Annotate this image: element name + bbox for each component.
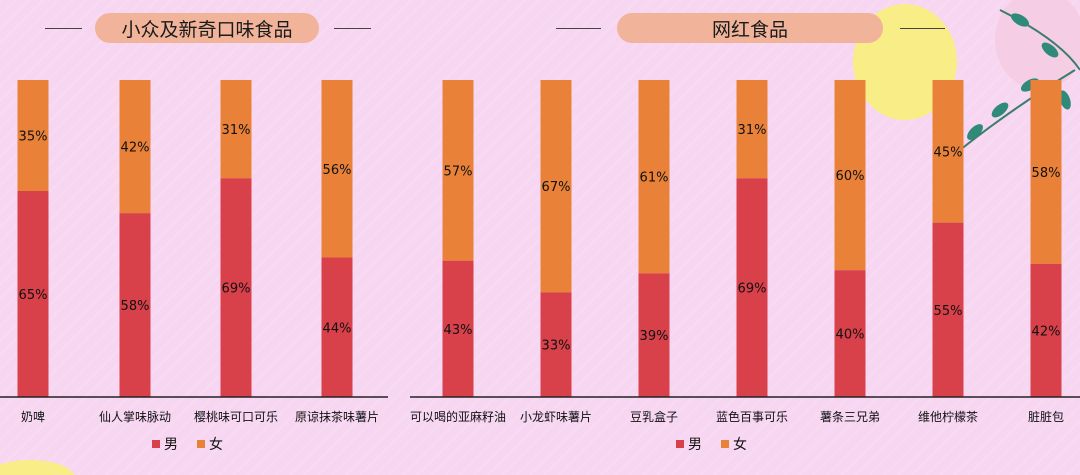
leaf-icon bbox=[1010, 13, 1030, 27]
data-label-female: 60% bbox=[836, 169, 865, 184]
bar-male bbox=[220, 178, 252, 397]
bar-female bbox=[119, 80, 151, 214]
data-label-male: 39% bbox=[640, 329, 669, 344]
legend-swatch-female bbox=[197, 440, 205, 448]
bar-female bbox=[736, 80, 768, 179]
data-label-female: 35% bbox=[19, 129, 48, 144]
data-label-female: 58% bbox=[1032, 166, 1061, 181]
data-label-male: 42% bbox=[1032, 324, 1061, 339]
x-tick-label: 豆乳盒子 bbox=[630, 409, 678, 424]
bar-female bbox=[540, 80, 572, 293]
bar-male bbox=[1030, 263, 1062, 397]
x-tick-label: 维他柠檬茶 bbox=[918, 409, 978, 424]
x-tick-label: 原谅抹茶味薯片 bbox=[295, 409, 379, 424]
x-tick-label: 仙人掌味脉动 bbox=[99, 409, 171, 424]
legend-label-female: 女 bbox=[209, 436, 223, 453]
data-label-female: 56% bbox=[323, 163, 352, 178]
bar-female bbox=[638, 80, 670, 274]
bar-female bbox=[321, 80, 353, 258]
bar-male bbox=[17, 190, 49, 397]
bar-male bbox=[321, 257, 353, 397]
legend-label-male: 男 bbox=[164, 437, 178, 453]
x-tick-label: 可以喝的亚麻籽油 bbox=[410, 409, 506, 424]
data-label-male: 55% bbox=[934, 304, 963, 319]
data-label-male: 69% bbox=[738, 282, 767, 297]
lemon-bottom-left bbox=[0, 460, 75, 475]
data-label-female: 67% bbox=[542, 180, 571, 195]
data-label-female: 45% bbox=[934, 145, 963, 160]
bar-female bbox=[442, 80, 474, 261]
bar-male bbox=[834, 270, 866, 397]
x-tick-label: 薯条三兄弟 bbox=[820, 410, 880, 424]
right-header-line-right bbox=[900, 28, 945, 29]
left-panel-title: 小众及新奇口味食品 bbox=[95, 13, 319, 43]
leaf-icon bbox=[1041, 42, 1059, 58]
data-label-female: 31% bbox=[222, 123, 251, 138]
data-label-male: 44% bbox=[323, 321, 352, 336]
bar-male bbox=[119, 213, 151, 397]
data-label-female: 42% bbox=[121, 141, 150, 156]
x-tick-label: 脏脏包 bbox=[1028, 409, 1064, 424]
bar-female bbox=[220, 80, 252, 179]
legend-label-female: 女 bbox=[733, 436, 747, 453]
leaf-icon bbox=[1059, 90, 1071, 110]
legend-swatch-female bbox=[721, 440, 729, 448]
right-header-line-left bbox=[556, 28, 601, 29]
data-label-male: 69% bbox=[222, 282, 251, 297]
x-tick-label: 樱桃味可口可乐 bbox=[194, 409, 278, 424]
data-label-female: 31% bbox=[738, 123, 767, 138]
bar-male bbox=[932, 222, 964, 397]
data-label-male: 65% bbox=[19, 288, 48, 303]
data-label-male: 58% bbox=[121, 299, 150, 314]
bar-female bbox=[17, 80, 49, 191]
right-panel-title: 网红食品 bbox=[617, 13, 883, 43]
leaf-icon bbox=[991, 102, 1009, 118]
leaf-icon bbox=[967, 124, 983, 140]
bar-female bbox=[932, 80, 964, 223]
bar-male bbox=[736, 178, 768, 397]
bar-female bbox=[1030, 80, 1062, 264]
bar-male bbox=[540, 292, 572, 397]
legend-label-male: 男 bbox=[688, 437, 702, 453]
data-label-male: 33% bbox=[542, 339, 571, 354]
bar-female bbox=[834, 80, 866, 271]
x-tick-label: 小龙虾味薯片 bbox=[520, 410, 592, 424]
data-label-male: 40% bbox=[836, 328, 865, 343]
x-tick-label: 奶啤 bbox=[21, 409, 45, 424]
legend-swatch-male bbox=[676, 440, 684, 448]
bar-male bbox=[442, 260, 474, 397]
x-tick-label: 蓝色百事可乐 bbox=[716, 410, 788, 424]
left-header-line-left bbox=[45, 28, 82, 29]
legend-swatch-male bbox=[152, 440, 160, 448]
bar-male bbox=[638, 273, 670, 397]
data-label-male: 43% bbox=[444, 323, 473, 338]
left-header-line-right bbox=[334, 28, 371, 29]
data-label-female: 57% bbox=[444, 164, 473, 179]
data-label-female: 61% bbox=[640, 171, 669, 186]
